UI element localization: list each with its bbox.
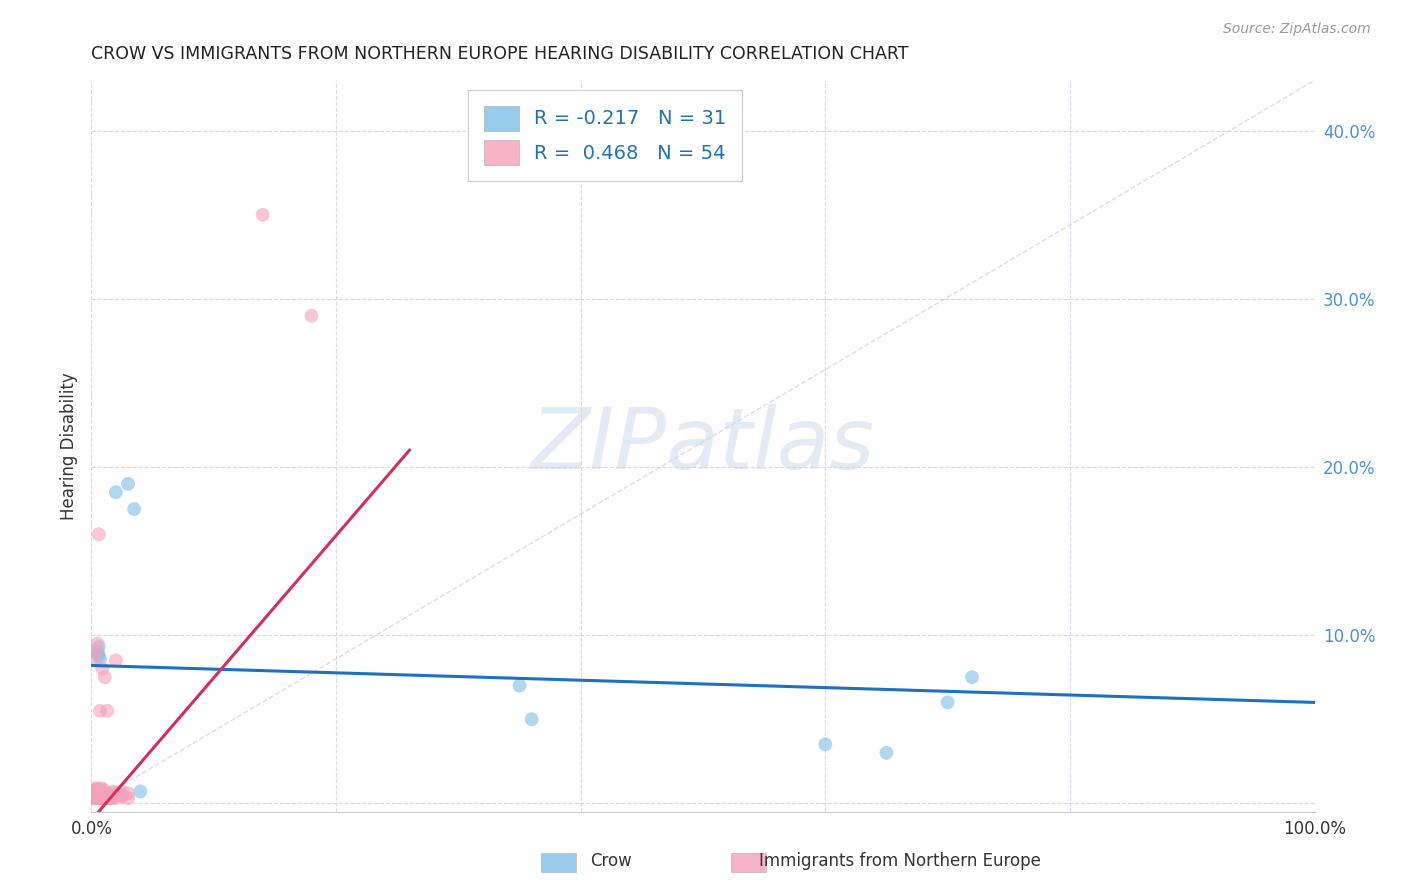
Point bbox=[89, 651, 111, 665]
Point bbox=[122, 502, 145, 516]
Point bbox=[104, 791, 127, 805]
Point bbox=[83, 786, 105, 800]
Point bbox=[104, 653, 127, 667]
Point bbox=[82, 788, 104, 802]
Legend: R = -0.217   N = 31, R =  0.468   N = 54: R = -0.217 N = 31, R = 0.468 N = 54 bbox=[468, 90, 742, 181]
Text: Immigrants from Northern Europe: Immigrants from Northern Europe bbox=[759, 852, 1040, 870]
Point bbox=[814, 738, 837, 752]
Point bbox=[87, 784, 110, 798]
Point bbox=[100, 788, 122, 802]
Point bbox=[509, 679, 531, 693]
Point bbox=[960, 670, 983, 684]
Point bbox=[87, 527, 110, 541]
Point bbox=[86, 791, 108, 805]
Point bbox=[91, 662, 114, 676]
Point bbox=[86, 645, 108, 659]
Point bbox=[86, 789, 108, 804]
Point bbox=[89, 782, 111, 797]
Point bbox=[96, 704, 118, 718]
Point bbox=[84, 782, 107, 797]
Point bbox=[117, 786, 139, 800]
Point bbox=[83, 784, 105, 798]
Point bbox=[82, 791, 104, 805]
Point bbox=[94, 789, 117, 804]
Point bbox=[84, 786, 107, 800]
Point bbox=[84, 653, 107, 667]
Point bbox=[520, 712, 543, 726]
Point bbox=[83, 784, 105, 798]
Point bbox=[84, 791, 107, 805]
Point bbox=[94, 791, 117, 805]
Point bbox=[84, 791, 107, 805]
Point bbox=[84, 788, 107, 802]
Point bbox=[91, 791, 114, 805]
Point bbox=[301, 309, 323, 323]
Point bbox=[87, 648, 110, 663]
Point bbox=[93, 786, 115, 800]
Point bbox=[103, 784, 125, 798]
Point bbox=[84, 781, 107, 796]
Text: CROW VS IMMIGRANTS FROM NORTHERN EUROPE HEARING DISABILITY CORRELATION CHART: CROW VS IMMIGRANTS FROM NORTHERN EUROPE … bbox=[91, 45, 908, 62]
Point bbox=[87, 640, 110, 654]
Point bbox=[84, 645, 107, 659]
Y-axis label: Hearing Disability: Hearing Disability bbox=[59, 372, 77, 520]
Point bbox=[100, 791, 122, 805]
Text: ZIPatlas: ZIPatlas bbox=[531, 404, 875, 488]
Point bbox=[104, 786, 127, 800]
Point bbox=[89, 704, 111, 718]
Text: Source: ZipAtlas.com: Source: ZipAtlas.com bbox=[1223, 22, 1371, 37]
Point bbox=[111, 784, 134, 798]
Point bbox=[84, 789, 107, 804]
Point bbox=[93, 789, 115, 804]
Point bbox=[94, 786, 117, 800]
Point bbox=[84, 786, 107, 800]
Point bbox=[87, 789, 110, 804]
Point bbox=[90, 788, 112, 802]
Point bbox=[252, 208, 274, 222]
Point bbox=[936, 695, 959, 709]
Point bbox=[93, 791, 115, 805]
Point bbox=[117, 791, 139, 805]
Point bbox=[86, 636, 108, 650]
Point bbox=[84, 788, 107, 802]
Point bbox=[98, 791, 121, 805]
Point bbox=[83, 789, 105, 804]
Point bbox=[89, 788, 111, 802]
Point bbox=[90, 781, 112, 796]
Point bbox=[98, 786, 121, 800]
Point bbox=[111, 789, 134, 804]
Point bbox=[86, 782, 108, 797]
Point bbox=[91, 788, 114, 802]
Point bbox=[98, 789, 121, 804]
Point bbox=[90, 786, 112, 800]
Point bbox=[93, 782, 115, 797]
Point bbox=[82, 788, 104, 802]
Point bbox=[117, 476, 139, 491]
Point bbox=[91, 789, 114, 804]
Point bbox=[111, 788, 134, 802]
Point bbox=[94, 670, 117, 684]
Point bbox=[875, 746, 898, 760]
Point bbox=[86, 784, 108, 798]
Text: Crow: Crow bbox=[591, 852, 633, 870]
Point bbox=[93, 786, 115, 800]
Point bbox=[90, 789, 112, 804]
Point bbox=[94, 788, 117, 802]
Point bbox=[129, 784, 152, 798]
Point bbox=[89, 791, 111, 805]
Point bbox=[96, 791, 118, 805]
Point bbox=[83, 789, 105, 804]
Point bbox=[84, 782, 107, 797]
Point bbox=[89, 791, 111, 805]
Point bbox=[103, 789, 125, 804]
Point bbox=[86, 786, 108, 800]
Point bbox=[104, 485, 127, 500]
